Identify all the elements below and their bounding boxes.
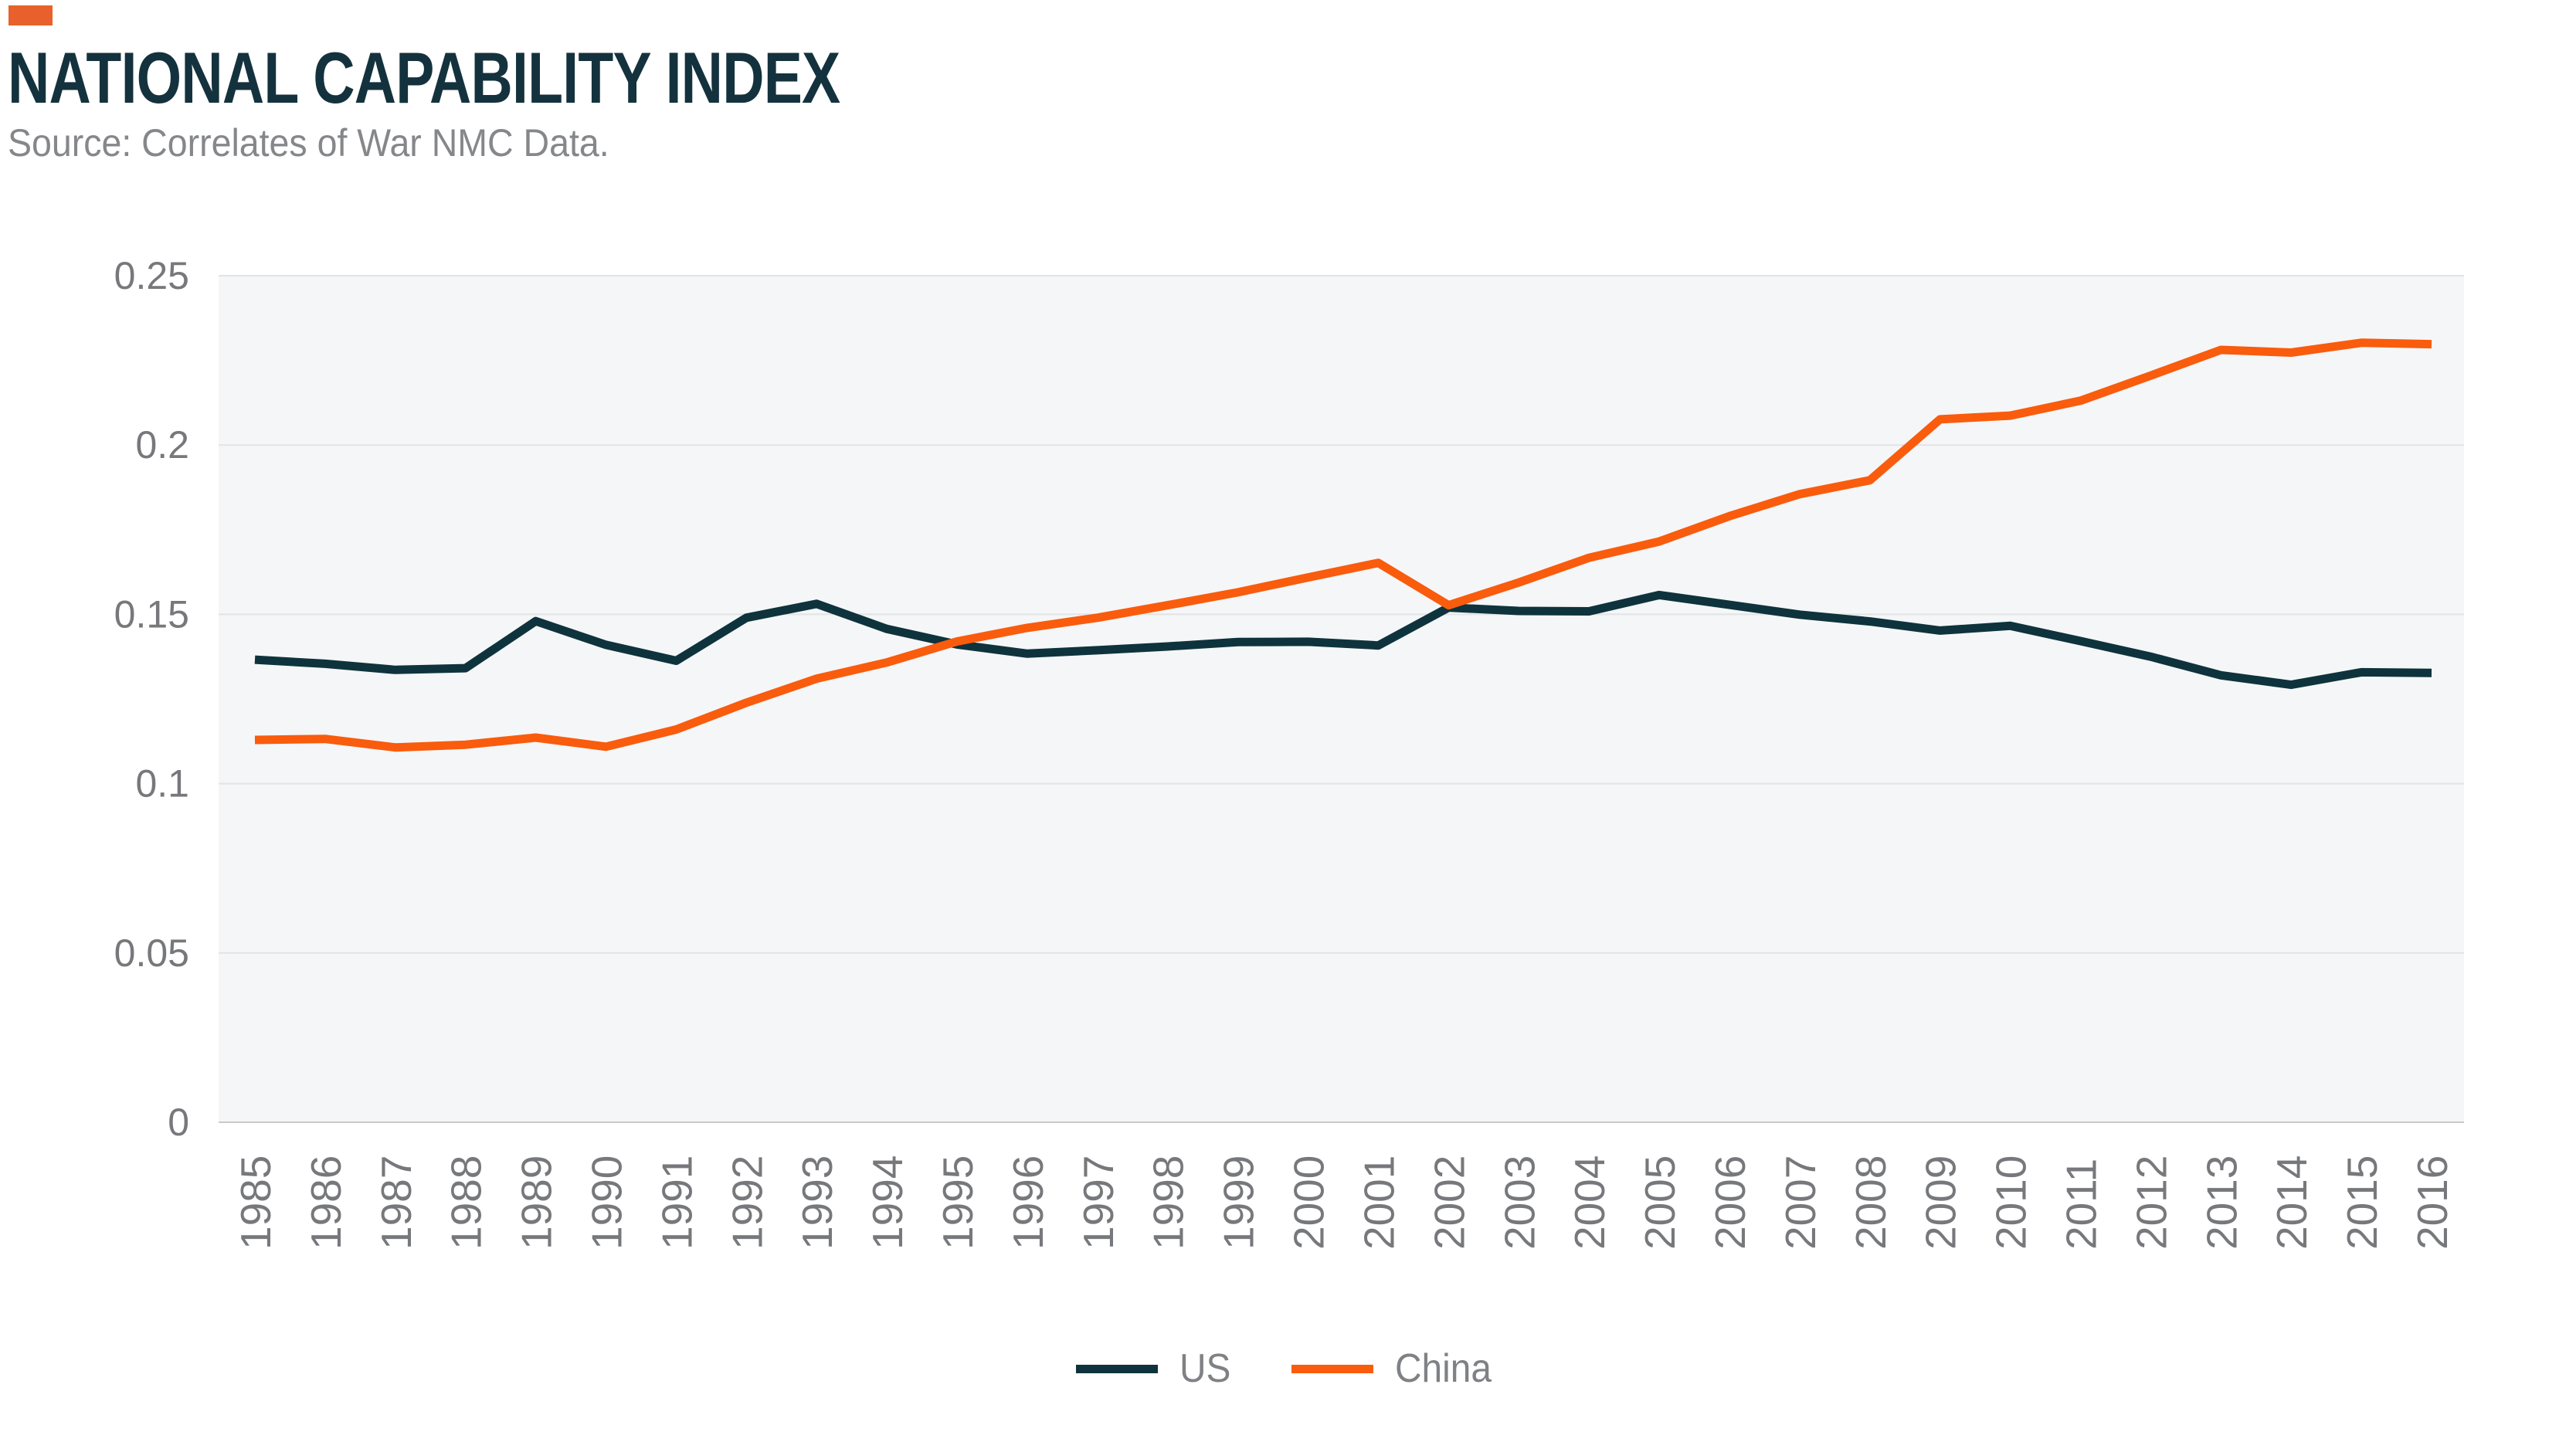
legend-label-china: China bbox=[1394, 1346, 1492, 1391]
x-tick-label: 2012 bbox=[2127, 1155, 2175, 1250]
plot-area bbox=[219, 276, 2464, 1122]
x-tick-label: 1994 bbox=[864, 1155, 911, 1250]
y-tick-label: 0.1 bbox=[135, 762, 189, 806]
x-tick-label: 2016 bbox=[2408, 1155, 2456, 1250]
x-tick-label: 2000 bbox=[1285, 1155, 1333, 1250]
us-line bbox=[254, 590, 2432, 690]
y-tick-label: 0.25 bbox=[114, 254, 189, 297]
x-tick-label: 2004 bbox=[1566, 1155, 1614, 1250]
x-tick-label: 2003 bbox=[1495, 1155, 1543, 1250]
x-tick-label: 1999 bbox=[1215, 1155, 1263, 1250]
x-tick-label: 2002 bbox=[1425, 1155, 1473, 1250]
x-tick-label: 1996 bbox=[1004, 1155, 1052, 1250]
x-tick-label: 1988 bbox=[443, 1155, 490, 1250]
x-tick-label: 1987 bbox=[372, 1155, 420, 1250]
x-tick-label: 2001 bbox=[1355, 1155, 1403, 1250]
x-tick-label: 2008 bbox=[1847, 1155, 1895, 1250]
x-tick-label: 2006 bbox=[1706, 1155, 1754, 1250]
x-tick-label: 1989 bbox=[513, 1155, 561, 1250]
x-tick-label: 1986 bbox=[302, 1155, 350, 1250]
x-tick-label: 2011 bbox=[2057, 1159, 2105, 1250]
x-tick-label: 1995 bbox=[934, 1155, 982, 1250]
x-tick-label: 2014 bbox=[2268, 1155, 2316, 1250]
x-tick-label: 2015 bbox=[2338, 1155, 2386, 1250]
x-tick-label: 1992 bbox=[723, 1155, 771, 1250]
chart-legend: US China bbox=[0, 1345, 2576, 1392]
us-line-swatch bbox=[1076, 1364, 1159, 1373]
x-tick-label: 2009 bbox=[1917, 1155, 1965, 1250]
x-tick-label: 1998 bbox=[1145, 1155, 1193, 1250]
brand-accent-square bbox=[8, 5, 53, 25]
y-tick-label: 0.05 bbox=[114, 931, 189, 975]
source-caption: Source: Correlates of War NMC Data. bbox=[8, 121, 609, 165]
page-title: NATIONAL CAPABILITY INDEX bbox=[8, 37, 840, 118]
x-tick-label: 1990 bbox=[583, 1155, 631, 1250]
x-tick-label: 1991 bbox=[653, 1155, 701, 1250]
china-line-swatch bbox=[1291, 1364, 1373, 1373]
y-tick-label: 0.2 bbox=[135, 423, 189, 467]
x-tick-label: 2010 bbox=[1987, 1155, 2035, 1250]
y-tick-label: 0.15 bbox=[114, 592, 189, 636]
x-tick-label: 2013 bbox=[2198, 1155, 2245, 1250]
legend-item-china: China bbox=[1291, 1345, 1500, 1392]
china-line bbox=[254, 338, 2432, 752]
x-tick-label: 1997 bbox=[1074, 1155, 1122, 1250]
y-tick-label: 0 bbox=[168, 1101, 189, 1144]
x-tick-label: 1985 bbox=[232, 1155, 280, 1250]
x-tick-label: 2007 bbox=[1777, 1155, 1824, 1250]
x-tick-label: 2005 bbox=[1636, 1155, 1684, 1250]
x-tick-label: 1993 bbox=[793, 1155, 841, 1250]
legend-item-us: US bbox=[1076, 1345, 1235, 1392]
legend-label-us: US bbox=[1179, 1346, 1231, 1391]
